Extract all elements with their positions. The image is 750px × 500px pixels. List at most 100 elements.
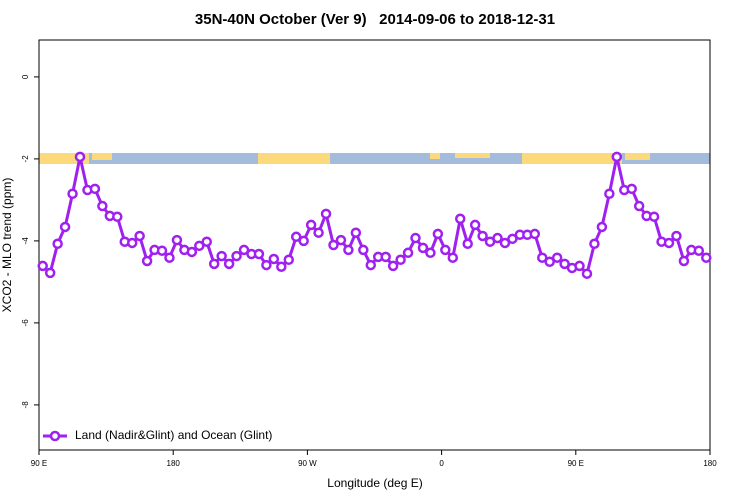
- y-tick-label: -4: [21, 237, 30, 245]
- data-point: [74, 151, 86, 163]
- data-point: [589, 238, 600, 250]
- data-point: [477, 230, 488, 242]
- data-point: [648, 211, 660, 222]
- data-point: [611, 151, 623, 163]
- data-point: [59, 221, 71, 233]
- data-point: [261, 259, 272, 271]
- data-point: [581, 268, 593, 279]
- x-tick-label: 0: [439, 459, 444, 468]
- x-tick-label: 90 E: [568, 459, 584, 468]
- data-point: [499, 237, 511, 249]
- data-point: [335, 234, 347, 246]
- data-point: [216, 250, 227, 262]
- data-point: [208, 258, 220, 270]
- data-point: [156, 245, 168, 256]
- y-tick-label: -2: [21, 155, 30, 163]
- x-tick-label: 90 E: [31, 459, 47, 468]
- data-point: [126, 237, 138, 249]
- data-point: [283, 254, 295, 266]
- data-point: [559, 258, 570, 270]
- data-point: [112, 211, 123, 222]
- data-point: [447, 252, 459, 263]
- data-point: [663, 237, 675, 249]
- data-point: [231, 250, 242, 262]
- data-point: [440, 244, 451, 256]
- land-band: [92, 153, 112, 160]
- data-point: [380, 251, 391, 263]
- data-point: [432, 228, 444, 240]
- data-point: [633, 200, 645, 212]
- plot-frame: [38, 39, 711, 451]
- y-tick-label: -8: [21, 401, 30, 409]
- data-point: [358, 244, 369, 256]
- data-point: [164, 252, 175, 263]
- data-point: [551, 252, 563, 263]
- data-point: [186, 246, 198, 258]
- data-point: [343, 244, 354, 256]
- chart-title: 35N-40N October (Ver 9) 2014-09-06 to 20…: [195, 11, 555, 28]
- data-point: [97, 200, 108, 212]
- data-point: [410, 232, 421, 244]
- data-point: [678, 255, 690, 267]
- data-point: [402, 247, 414, 259]
- data-point: [492, 232, 503, 244]
- data-point: [604, 188, 615, 199]
- data-point: [67, 188, 78, 199]
- data-point: [253, 248, 265, 260]
- ocean-band: [39, 153, 710, 164]
- data-point: [701, 252, 712, 263]
- x-axis-label: Longitude (deg E): [327, 476, 422, 490]
- data-point: [544, 256, 555, 268]
- data-point: [141, 255, 153, 267]
- data-point: [537, 252, 548, 263]
- data-point: [693, 245, 705, 256]
- land-band: [625, 153, 650, 160]
- y-tick-label: -6: [21, 319, 30, 327]
- data-point: [328, 239, 339, 251]
- data-point: [238, 244, 250, 256]
- x-tick-label: 180: [703, 459, 717, 468]
- data-point: [201, 236, 212, 247]
- data-point: [626, 183, 637, 195]
- x-tick-label: 90 W: [298, 459, 317, 468]
- data-point: [425, 247, 436, 259]
- y-axis-label: XCO2 - MLO trend (ppm): [0, 178, 14, 313]
- data-point: [387, 260, 399, 272]
- data-point: [44, 267, 56, 279]
- data-point: [320, 208, 332, 220]
- data-point: [290, 231, 302, 243]
- legend-marker: [49, 430, 61, 442]
- data-point: [89, 183, 101, 195]
- data-point: [507, 233, 518, 245]
- data-point: [276, 261, 287, 272]
- data-point: [223, 258, 235, 270]
- x-tick-label: 180: [167, 459, 181, 468]
- data-point: [574, 260, 585, 272]
- data-point: [298, 235, 309, 247]
- data-point: [596, 221, 608, 233]
- legend-label: Land (Nadir&Glint) and Ocean (Glint): [75, 428, 272, 442]
- land-band: [522, 153, 622, 164]
- data-point: [52, 238, 63, 250]
- land-band: [39, 153, 89, 164]
- data-point: [462, 238, 473, 250]
- data-point: [268, 253, 280, 265]
- land-ocean-band: [39, 153, 710, 164]
- land-band: [455, 153, 490, 158]
- land-band: [430, 153, 440, 159]
- data-point: [37, 260, 48, 272]
- land-band: [258, 153, 330, 164]
- data-point: [529, 228, 541, 240]
- data-point: [350, 227, 362, 238]
- data-point: [194, 240, 205, 252]
- y-tick-label: 0: [21, 74, 30, 79]
- data-point: [671, 230, 682, 242]
- data-point: [417, 242, 429, 254]
- data-point: [469, 219, 481, 231]
- data-point: [395, 254, 406, 266]
- data-point: [305, 219, 317, 231]
- data-point: [454, 213, 466, 225]
- data-point: [313, 227, 324, 238]
- data-point: [365, 259, 377, 271]
